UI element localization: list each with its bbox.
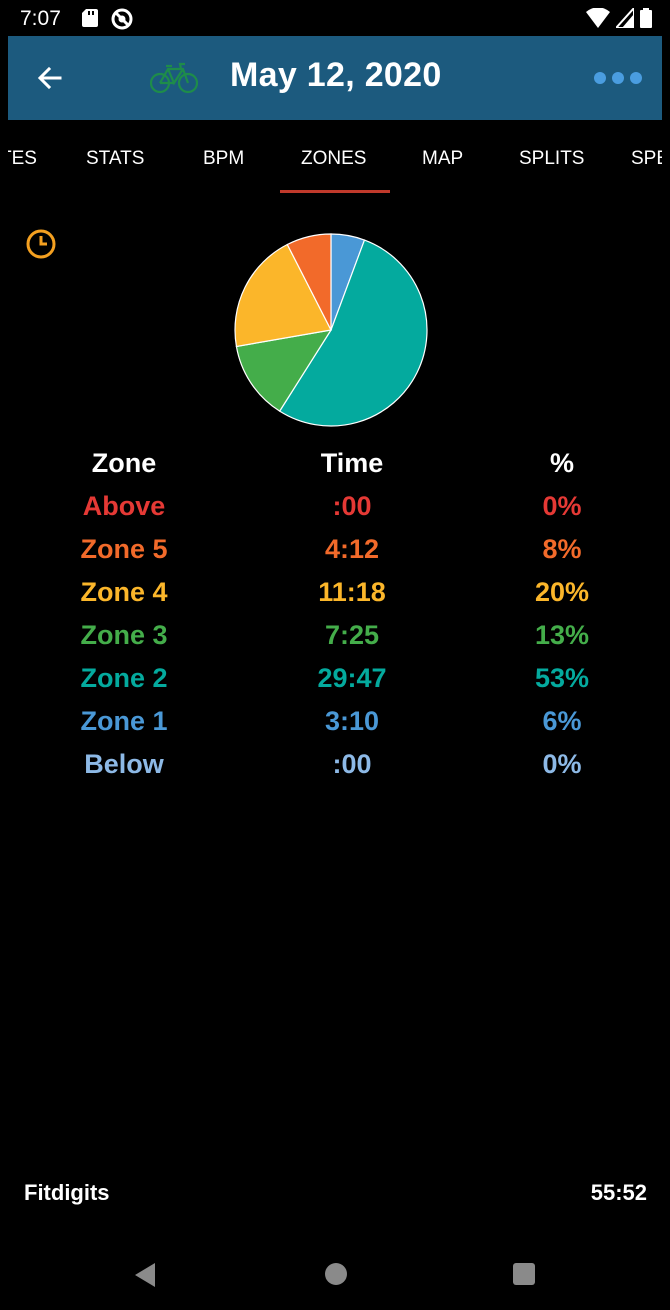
- tab-stats[interactable]: STATS: [86, 148, 145, 169]
- pie-slice-zone-5: [286, 233, 332, 331]
- status-bar: 7:07: [0, 0, 670, 36]
- tab-notes[interactable]: TES: [8, 148, 37, 169]
- zone-name: Zone 3: [80, 620, 168, 650]
- tab-map[interactable]: MAP: [422, 148, 464, 169]
- table-row: Below :00 0%: [8, 749, 662, 785]
- table-row: Zone 3 7:25 13%: [8, 620, 662, 656]
- more-dot-icon: [612, 72, 624, 84]
- clock-icon[interactable]: [24, 227, 58, 261]
- zones-pie-chart: [234, 233, 428, 427]
- signal-icon: [616, 8, 634, 28]
- zone-percent: 0%: [542, 491, 582, 521]
- tab-speed[interactable]: SPE: [631, 148, 662, 169]
- bike-icon: [150, 62, 198, 94]
- zone-name: Zone 4: [80, 577, 168, 607]
- zone-time: :00: [332, 749, 372, 779]
- tab-bpm[interactable]: BPM: [203, 148, 245, 169]
- sd-card-icon: [82, 9, 98, 27]
- app-name-label: Fitdigits: [24, 1180, 110, 1205]
- nav-recents-icon[interactable]: [512, 1262, 536, 1286]
- table-row: Zone 2 29:47 53%: [8, 663, 662, 699]
- zone-percent: 0%: [542, 749, 582, 779]
- pie-slice-zone-4: [234, 243, 332, 348]
- zone-time: 4:12: [324, 534, 380, 564]
- zone-name: Below: [84, 749, 164, 779]
- zone-percent: 20%: [534, 577, 590, 607]
- nav-back-icon[interactable]: [133, 1262, 157, 1288]
- wifi-icon: [586, 8, 610, 28]
- no-disturb-icon: [111, 8, 133, 30]
- zone-time: :00: [332, 491, 372, 521]
- pie-slice-zone-3: [235, 329, 333, 412]
- zone-name: Zone 2: [80, 663, 168, 693]
- zone-name: Zone 1: [80, 706, 168, 736]
- tab-zones[interactable]: ZONES: [301, 148, 367, 169]
- pie-slice-zone-2: [278, 239, 428, 427]
- zone-time: 7:25: [324, 620, 380, 650]
- status-time: 7:07: [20, 7, 61, 30]
- table-row: Zone 4 11:18 20%: [8, 577, 662, 613]
- tab-bar: TES STATS BPM ZONES MAP SPLITS SPE: [8, 120, 662, 196]
- more-dot-icon: [630, 72, 642, 84]
- back-arrow-icon[interactable]: [34, 62, 66, 94]
- zone-percent: 6%: [542, 706, 582, 736]
- zone-time: 3:10: [324, 706, 380, 736]
- nav-home-icon[interactable]: [324, 1262, 348, 1286]
- header-zone: Zone: [91, 448, 157, 478]
- zone-percent: 8%: [542, 534, 582, 564]
- battery-icon: [640, 8, 652, 28]
- table-row: Above :00 0%: [8, 491, 662, 527]
- zone-time: 29:47: [317, 663, 387, 693]
- more-options-button[interactable]: [594, 66, 648, 90]
- zone-name: Zone 5: [80, 534, 168, 564]
- header-percent: %: [549, 448, 575, 478]
- page-title: May 12, 2020: [230, 56, 442, 94]
- zone-percent: 13%: [534, 620, 590, 650]
- total-time-label: 55:52: [590, 1180, 647, 1205]
- table-header: Zone Time %: [8, 448, 662, 484]
- tab-splits[interactable]: SPLITS: [519, 148, 585, 169]
- system-nav-bar: [0, 1236, 670, 1310]
- active-tab-indicator: [280, 190, 390, 193]
- zone-time: 11:18: [318, 577, 386, 607]
- more-dot-icon: [594, 72, 606, 84]
- table-row: Zone 5 4:12 8%: [8, 534, 662, 570]
- zone-name: Above: [82, 491, 166, 521]
- zone-percent: 53%: [534, 663, 590, 693]
- status-icons: [586, 8, 652, 28]
- header-time: Time: [320, 448, 384, 478]
- table-row: Zone 1 3:10 6%: [8, 706, 662, 742]
- app-bar: May 12, 2020: [8, 36, 662, 120]
